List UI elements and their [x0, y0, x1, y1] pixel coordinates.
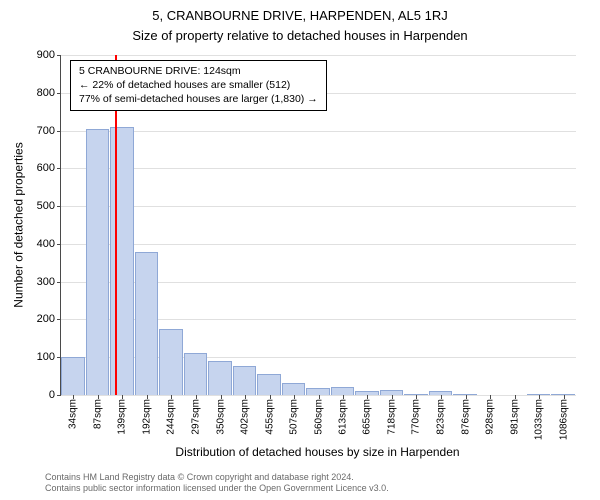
- y-tick-label: 500: [37, 200, 55, 212]
- histogram-bar: [184, 353, 208, 395]
- y-tick-mark: [57, 282, 61, 283]
- y-tick-label: 600: [37, 162, 55, 174]
- x-tick-label: 139sqm: [117, 399, 128, 435]
- y-tick-label: 200: [37, 313, 55, 325]
- histogram-bar: [86, 129, 110, 395]
- footer-attribution: Contains HM Land Registry data © Crown c…: [45, 472, 389, 495]
- gridline: [61, 244, 576, 245]
- x-tick-label: 1086sqm: [558, 399, 569, 440]
- histogram-bar: [282, 383, 306, 395]
- chart-title-main: 5, CRANBOURNE DRIVE, HARPENDEN, AL5 1RJ: [0, 8, 600, 23]
- gridline: [61, 168, 576, 169]
- x-tick-label: 770sqm: [411, 399, 422, 435]
- histogram-bar: [159, 329, 183, 395]
- x-tick-label: 455sqm: [264, 399, 275, 435]
- x-tick-label: 560sqm: [313, 399, 324, 435]
- histogram-bar: [233, 366, 257, 395]
- y-tick-label: 300: [37, 276, 55, 288]
- x-tick-label: 244sqm: [166, 399, 177, 435]
- y-tick-label: 800: [37, 87, 55, 99]
- footer-line-2: Contains public sector information licen…: [45, 483, 389, 494]
- x-tick-label: 192sqm: [141, 399, 152, 435]
- x-tick-label: 34sqm: [68, 399, 79, 429]
- x-tick-label: 1033sqm: [534, 399, 545, 440]
- y-tick-mark: [57, 395, 61, 396]
- x-tick-label: 718sqm: [387, 399, 398, 435]
- histogram-bar: [208, 361, 232, 395]
- y-tick-mark: [57, 319, 61, 320]
- y-tick-label: 0: [49, 389, 55, 401]
- x-axis-label: Distribution of detached houses by size …: [60, 445, 575, 459]
- y-tick-label: 900: [37, 49, 55, 61]
- x-tick-label: 876sqm: [460, 399, 471, 435]
- annotation-line-3: 77% of semi-detached houses are larger (…: [79, 92, 318, 106]
- histogram-bar: [257, 374, 281, 395]
- y-tick-mark: [57, 244, 61, 245]
- gridline: [61, 206, 576, 207]
- x-tick-label: 665sqm: [362, 399, 373, 435]
- gridline: [61, 55, 576, 56]
- histogram-bar: [61, 357, 85, 395]
- x-tick-label: 350sqm: [215, 399, 226, 435]
- y-tick-mark: [57, 131, 61, 132]
- x-tick-label: 87sqm: [92, 399, 103, 429]
- x-tick-label: 981sqm: [509, 399, 520, 435]
- annotation-line-2: ← 22% of detached houses are smaller (51…: [79, 78, 318, 92]
- y-tick-mark: [57, 206, 61, 207]
- x-tick-label: 507sqm: [288, 399, 299, 435]
- annotation-line-1: 5 CRANBOURNE DRIVE: 124sqm: [79, 64, 318, 78]
- x-tick-label: 928sqm: [485, 399, 496, 435]
- y-tick-mark: [57, 357, 61, 358]
- histogram-bar: [135, 252, 159, 395]
- y-tick-mark: [57, 168, 61, 169]
- y-tick-label: 400: [37, 238, 55, 250]
- footer-line-1: Contains HM Land Registry data © Crown c…: [45, 472, 389, 483]
- y-tick-label: 700: [37, 125, 55, 137]
- y-tick-mark: [57, 55, 61, 56]
- histogram-bar: [331, 387, 355, 395]
- y-axis-label: Number of detached properties: [12, 55, 26, 395]
- x-tick-label: 823sqm: [436, 399, 447, 435]
- y-tick-mark: [57, 93, 61, 94]
- chart-title-sub: Size of property relative to detached ho…: [0, 28, 600, 43]
- gridline: [61, 131, 576, 132]
- histogram-bar: [110, 127, 134, 395]
- x-tick-label: 297sqm: [190, 399, 201, 435]
- histogram-bar: [306, 388, 330, 395]
- x-tick-label: 402sqm: [239, 399, 250, 435]
- y-tick-label: 100: [37, 351, 55, 363]
- x-tick-label: 613sqm: [338, 399, 349, 435]
- annotation-box: 5 CRANBOURNE DRIVE: 124sqm ← 22% of deta…: [70, 60, 327, 111]
